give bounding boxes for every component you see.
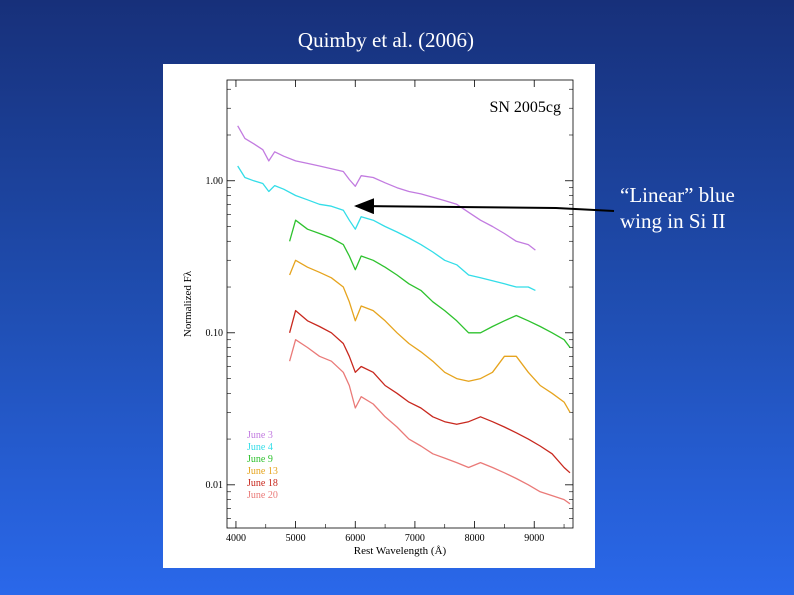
legend-entry: June 9 [247, 454, 273, 465]
x-axis-label: Rest Wavelength (Å) [354, 545, 447, 557]
x-tick-label: 5000 [286, 533, 306, 544]
spectra-figure: 4000 5000 6000 7000 8000 9000 1.00 0.10 0.01 Rest… [163, 64, 595, 568]
x-tick-label: 7000 [405, 533, 425, 544]
x-tick-label: 8000 [465, 533, 485, 544]
y-tick-label: 1.00 [206, 176, 224, 187]
series-line-3 [288, 219, 571, 348]
callout-text: “Linear” blue wing in Si II [620, 182, 790, 234]
legend-entry: June 18 [247, 478, 278, 489]
legend-entry: June 4 [247, 442, 273, 453]
legend-entry: June 20 [247, 490, 278, 501]
series-line-2 [237, 165, 536, 291]
y-tick-label: 0.01 [206, 480, 224, 491]
plot-frame [226, 79, 574, 529]
callout-line-1: “Linear” blue [620, 183, 735, 207]
y-tick-label: 0.10 [206, 328, 224, 339]
x-tick-label: 4000 [226, 533, 246, 544]
legend-entry: June 3 [247, 430, 273, 441]
slide-title: Quimby et al. (2006) [297, 28, 475, 52]
series-line-6 [288, 339, 571, 505]
callout-line-2: wing in Si II [620, 209, 726, 233]
chart-title: SN 2005cg [489, 99, 561, 116]
legend-entry: June 13 [247, 466, 278, 477]
x-tick-label: 6000 [345, 533, 365, 544]
series-line-4 [288, 259, 571, 413]
y-axis-label: Normalized Fλ [182, 270, 194, 337]
spectra-chart: 4000 5000 6000 7000 8000 9000 1.00 0.10 0.01 Rest… [182, 79, 574, 557]
series-line-1 [237, 125, 536, 251]
series-line-5 [288, 309, 571, 474]
x-tick-label: 9000 [524, 533, 544, 544]
